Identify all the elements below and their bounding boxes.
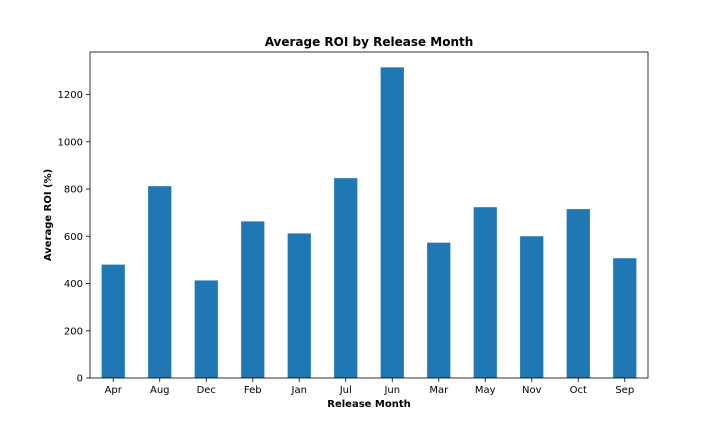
bar-jun [380,67,404,378]
chart-title: Average ROI by Release Month [265,35,474,49]
bar-series [101,67,637,378]
x-tick-label: Apr [105,385,123,396]
bar-feb [241,221,265,378]
x-tick-label: Feb [244,385,262,396]
x-axis-title: Release Month [327,399,411,410]
x-tick-label: Jun [383,385,400,396]
x-tick-label: Oct [570,385,587,396]
y-axis-ticks: 0 200 400 600 800 1000 1200 [58,90,90,385]
x-tick-label: Jul [339,385,352,396]
bar-jul [334,178,358,378]
bar-apr [101,264,125,378]
bar-aug [148,186,172,378]
x-tick-label: Sep [615,385,634,396]
x-tick-label: Nov [522,385,542,396]
bar-oct [566,209,590,378]
y-tick-label: 200 [64,326,83,337]
x-axis-ticks: Apr Aug Dec Feb Jan Jul Jun Mar May Nov Oct Sep [105,378,634,396]
y-axis-title: Average ROI (%) [43,169,54,261]
y-tick-label: 1200 [58,90,83,101]
y-tick-label: 1000 [58,137,83,148]
x-tick-label: Mar [429,385,449,396]
bar-jan [287,233,311,378]
bar-dec [194,280,218,378]
y-tick-label: 600 [64,232,83,243]
bar-sep [613,258,637,378]
plot-frame [89,51,649,379]
bar-nov [520,236,544,378]
y-tick-label: 800 [64,185,83,196]
bar-may [473,207,497,378]
x-tick-label: Dec [197,385,216,396]
x-tick-label: Aug [150,385,170,396]
y-tick-label: 400 [64,279,83,290]
x-tick-label: Jan [291,385,307,396]
y-tick-label: 0 [77,374,83,385]
bar-mar [427,242,451,378]
x-tick-label: May [475,385,496,396]
